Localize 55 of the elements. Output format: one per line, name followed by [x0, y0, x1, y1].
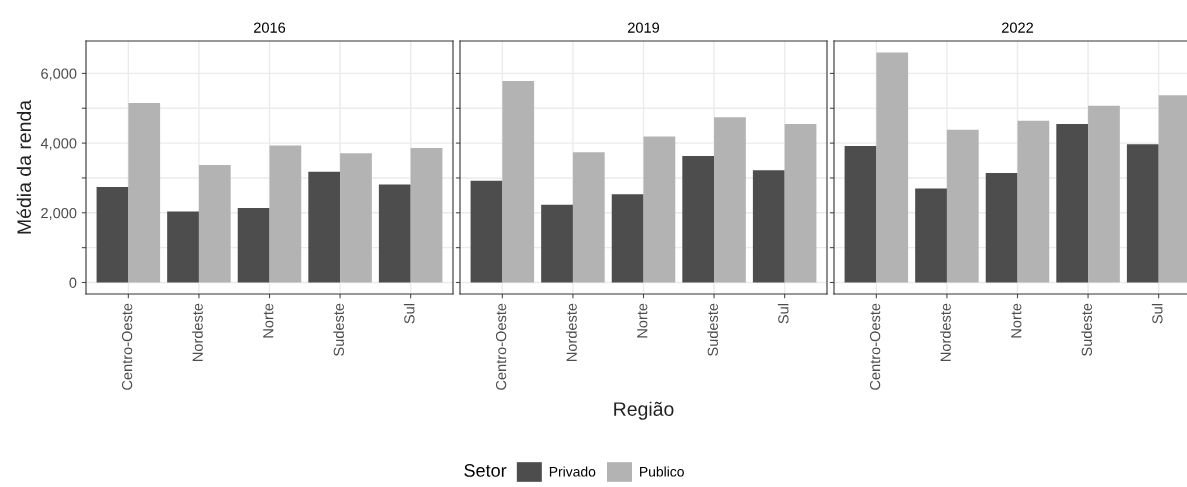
- bar: [844, 145, 877, 283]
- bar: [198, 165, 231, 283]
- bar: [502, 81, 535, 283]
- x-tick-label: Sul: [403, 304, 415, 324]
- bar: [985, 173, 1018, 283]
- bar: [128, 103, 161, 283]
- y-axis-title: Média da renda: [16, 99, 32, 234]
- bar: [611, 194, 644, 283]
- bar: [340, 153, 372, 283]
- bar: [1017, 120, 1050, 283]
- legend-label: Privado: [549, 466, 596, 477]
- y-tick-label: 2,000: [41, 207, 77, 220]
- legend-label: Publico: [640, 466, 684, 477]
- bar: [237, 207, 270, 283]
- bar: [470, 180, 503, 283]
- x-tick-label: Nordeste: [940, 303, 951, 361]
- bar: [752, 170, 785, 283]
- bar: [1056, 123, 1089, 283]
- bar: [167, 211, 199, 283]
- bar: [572, 152, 605, 283]
- x-tick-label: Nordeste: [566, 303, 577, 361]
- x-tick-label: Norte: [263, 303, 274, 338]
- x-tick-label: Sudeste: [707, 303, 718, 356]
- bar: [784, 123, 817, 283]
- x-tick-label: Norte: [637, 303, 648, 338]
- x-tick-label: Sul: [777, 304, 789, 324]
- x-tick-label: Norte: [1011, 303, 1022, 338]
- bar: [541, 204, 573, 283]
- x-tick-label: Nordeste: [192, 303, 203, 361]
- bar: [643, 136, 676, 283]
- legend-title: Setor: [464, 464, 507, 477]
- bar: [269, 145, 302, 283]
- bar: [946, 129, 979, 283]
- bar: [1088, 105, 1120, 283]
- x-tick-label: Centro-Oeste: [121, 303, 133, 390]
- x-axis-title: Região: [614, 401, 674, 420]
- x-tick-label: Sudeste: [333, 303, 344, 356]
- bar: [378, 184, 411, 283]
- x-tick-label: Sul: [1151, 304, 1163, 324]
- x-tick-label: Sudeste: [1081, 303, 1092, 356]
- bar: [876, 52, 909, 283]
- bar: [96, 187, 129, 283]
- x-tick-label: Centro-Oeste: [495, 303, 507, 390]
- bar: [682, 156, 715, 283]
- y-tick-label: 0: [69, 277, 77, 288]
- bar: [410, 147, 443, 283]
- bar: [714, 117, 746, 283]
- chart-title: 2022: [1002, 22, 1033, 33]
- chart-title: 2019: [628, 22, 660, 33]
- y-tick-label: 6,000: [41, 68, 77, 81]
- x-tick-label: Centro-Oeste: [869, 303, 881, 390]
- bar: [308, 171, 341, 283]
- bar: [915, 188, 947, 283]
- chart-title: 2016: [254, 22, 286, 33]
- y-tick-label: 4,000: [40, 138, 77, 151]
